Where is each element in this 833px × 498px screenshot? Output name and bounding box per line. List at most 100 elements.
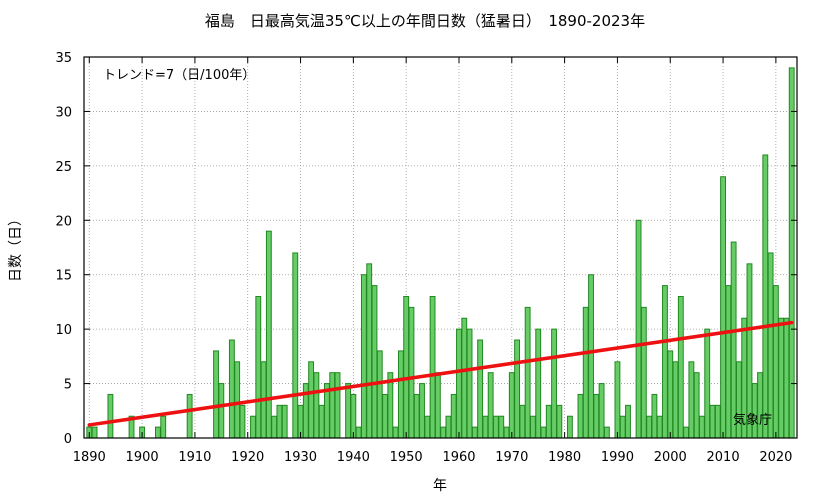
- bar: [767, 252, 774, 439]
- y-tick-label: 15: [55, 269, 72, 284]
- y-axis-label: 日数（日）: [8, 212, 24, 282]
- bar: [577, 393, 584, 439]
- bar: [529, 415, 536, 439]
- bar: [725, 285, 732, 439]
- trend-line: [87, 320, 794, 427]
- bar: [482, 415, 489, 439]
- y-tick-label: 10: [55, 323, 72, 338]
- bar: [350, 393, 357, 439]
- bar: [276, 404, 283, 439]
- bar: [519, 404, 526, 439]
- plot-frame: [83, 56, 798, 439]
- x-tick-label: 1960: [442, 450, 475, 465]
- bar: [487, 372, 494, 439]
- y-tick-label: 30: [55, 105, 72, 120]
- bar: [762, 154, 769, 439]
- bar: [651, 393, 658, 439]
- bars: [86, 67, 795, 439]
- bar: [450, 393, 457, 439]
- bar: [234, 361, 241, 439]
- bar: [646, 415, 653, 439]
- bar: [403, 295, 410, 439]
- bar: [693, 372, 700, 439]
- bar: [619, 415, 626, 439]
- x-tick-label: 1980: [548, 450, 581, 465]
- bar: [292, 252, 299, 439]
- bar: [656, 415, 663, 439]
- x-axis-label: 年: [433, 478, 447, 494]
- chart-title: 福島 日最高気温35℃以上の年間日数（猛暑日） 1890-2023年: [205, 12, 645, 30]
- bar: [313, 372, 320, 439]
- bar: [757, 372, 763, 439]
- bar: [524, 306, 531, 439]
- x-tick-label: 1950: [390, 450, 423, 465]
- bar: [408, 306, 415, 439]
- bar: [498, 415, 505, 439]
- x-ticks: 1890 1900 1910 1920 1930 1940 1950 1960 1970 1980…: [73, 57, 792, 465]
- x-tick-label: 1930: [284, 450, 317, 465]
- bar: [493, 415, 499, 439]
- bar: [514, 339, 521, 439]
- bar: [598, 383, 605, 439]
- y-tick-label: 35: [55, 51, 72, 66]
- bar: [471, 426, 478, 439]
- bar: [424, 415, 431, 439]
- bar: [778, 317, 785, 439]
- bar: [667, 350, 674, 439]
- bar: [508, 372, 515, 439]
- bar: [551, 328, 557, 439]
- bar: [318, 404, 325, 439]
- bar: [788, 67, 795, 439]
- x-tick-label: 1910: [178, 450, 211, 465]
- bar: [699, 415, 705, 439]
- bar: [329, 372, 336, 439]
- x-tick-label: 1970: [495, 450, 528, 465]
- x-tick-label: 2020: [759, 450, 792, 465]
- trend-line-group: [87, 320, 794, 427]
- bar: [625, 404, 631, 439]
- bar: [662, 285, 668, 439]
- bar: [91, 426, 98, 439]
- bar: [155, 426, 161, 439]
- bar: [382, 393, 388, 439]
- bar: [160, 415, 167, 439]
- bar: [677, 295, 684, 439]
- bar: [334, 372, 341, 439]
- bar: [376, 350, 383, 439]
- bar: [714, 404, 721, 439]
- bar: [281, 404, 288, 439]
- bar: [107, 393, 114, 439]
- x-tick-label: 1890: [73, 450, 106, 465]
- y-tick-label: 25: [55, 160, 72, 175]
- bar: [593, 393, 600, 439]
- bar: [566, 415, 573, 439]
- bar: [239, 404, 246, 439]
- bar: [730, 241, 737, 439]
- bar: [440, 426, 447, 439]
- bar: [466, 328, 473, 439]
- bar: [397, 350, 404, 439]
- y-tick-label: 0: [64, 432, 72, 447]
- y-tick-label: 20: [55, 214, 72, 229]
- bar: [783, 317, 790, 439]
- x-tick-label: 1990: [601, 450, 634, 465]
- bar: [672, 361, 679, 439]
- bar: [614, 361, 621, 439]
- bar: [772, 285, 779, 439]
- bar: [419, 383, 425, 439]
- bar: [588, 274, 594, 439]
- bar: [461, 317, 468, 439]
- bar: [704, 328, 711, 439]
- bar: [709, 404, 716, 439]
- bar: [456, 328, 462, 439]
- bar: [683, 426, 690, 439]
- bar: [228, 339, 235, 439]
- x-tick-label: 1920: [231, 450, 264, 465]
- bar: [582, 306, 589, 439]
- bar: [503, 426, 510, 439]
- trend-label: トレンド=7（日/100年）: [103, 68, 255, 83]
- bar: [255, 295, 262, 439]
- x-tick-label: 1940: [337, 450, 370, 465]
- bar: [355, 426, 362, 439]
